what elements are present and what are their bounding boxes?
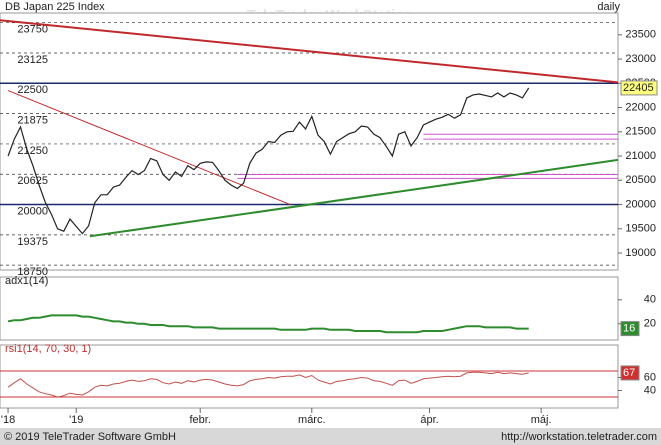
trend-line [0,19,619,84]
panel [0,276,619,341]
x-tick-label: '18 [1,414,15,426]
last-value-box [620,321,640,337]
level-label: 23125 [17,54,48,66]
level-label: 18750 [17,266,48,278]
trend-line [7,90,291,206]
y-tick-label: 40 [644,384,656,396]
y-tick-label: 23500 [625,29,656,41]
x-tick-label: márc. [298,414,326,426]
level-label: 21875 [17,115,48,127]
y-tick-label: 60 [644,371,656,383]
y-tick-label: 19500 [625,223,656,235]
panel-title: rsi1(14, 70, 30, 1) [5,343,91,355]
panel [0,12,619,271]
series-line [7,371,529,398]
y-tick-label: 40 [644,294,656,306]
level-label: 20625 [17,175,48,187]
trend-line [89,158,619,238]
level-label: 20000 [17,205,48,217]
last-value-label: 67 [623,367,635,379]
y-tick-label: 20500 [625,174,656,186]
level-label: 21250 [17,145,48,157]
footer-bar [0,428,661,445]
y-tick-label: 20000 [625,198,656,210]
level-label: 23750 [17,24,48,36]
panel-title: DB Japan 225 Index [5,1,105,13]
level-label: 22500 [17,84,48,96]
y-tick-label: 23000 [625,53,656,65]
interval: daily [597,1,620,13]
last-value-box [620,365,640,381]
series-line [7,314,529,334]
last-value-label: 22405 [623,82,654,94]
panel-title: adx1(14) [5,275,48,287]
x-tick-label: ápr. [420,414,438,426]
series-line [7,87,530,235]
footer-url: http://workstation.teletrader.com [501,431,657,443]
y-tick-label: 22000 [625,101,656,113]
last-value-box [620,80,658,96]
y-tick-label: 20 [644,318,656,330]
y-tick-label: 19000 [625,247,656,259]
x-tick-label: febr. [190,414,211,426]
copyright: © 2019 TeleTrader Software GmbH [4,431,176,443]
y-tick-label: 21000 [625,150,656,162]
last-value-label: 16 [623,323,635,335]
x-tick-label: '19 [69,414,83,426]
level-label: 19375 [17,236,48,248]
y-tick-label: 21500 [625,126,656,138]
x-tick-label: máj. [531,414,552,426]
